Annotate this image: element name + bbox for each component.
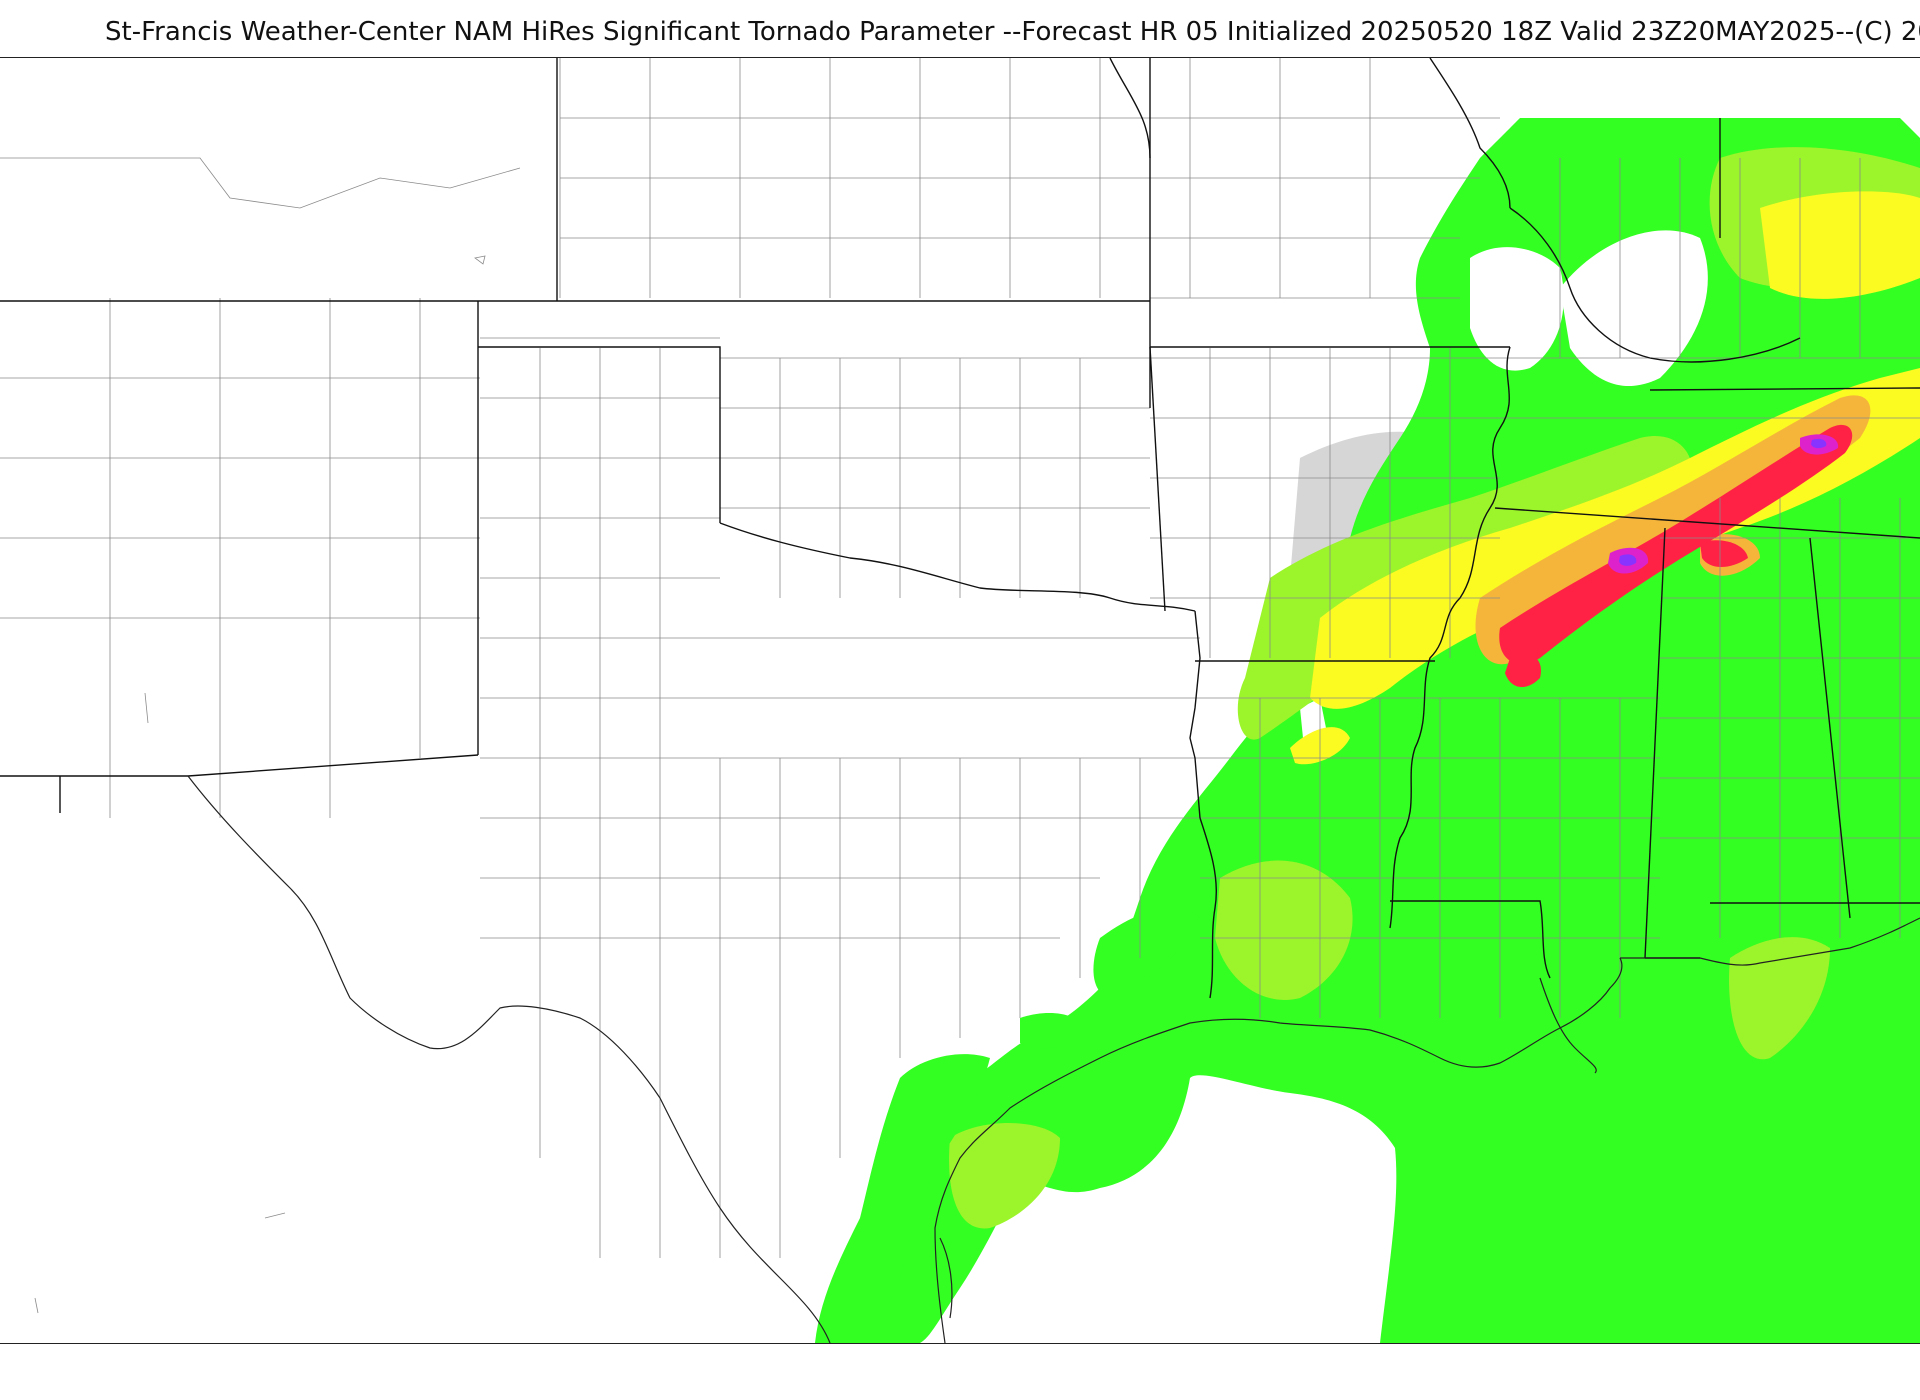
- stp-violet-peak-1: [1619, 554, 1637, 566]
- stp-yellow-north: [1760, 191, 1920, 299]
- stp-shading: [815, 118, 1920, 1343]
- map-frame: [0, 57, 1920, 1344]
- stp-lime-gulf-east: [1729, 937, 1830, 1060]
- stp-red-core: [1499, 424, 1853, 664]
- stp-green-texas-inland: [1093, 907, 1200, 998]
- stp-green-main: [819, 118, 1920, 1343]
- map-title: St-Francis Weather-Center NAM HiRes Sign…: [105, 17, 1920, 47]
- stp-clear-area-gulf: [1178, 1126, 1391, 1292]
- stp-green-texas-coast: [815, 1054, 990, 1343]
- stp-clear-area-1: [1470, 247, 1564, 371]
- stp-red-southwest: [1505, 654, 1541, 688]
- stp-lime-louisiana: [1215, 860, 1353, 1000]
- stp-violet-peak-2: [1811, 438, 1827, 449]
- small-water-features: [34, 255, 486, 1314]
- stp-map: [0, 58, 1920, 1343]
- stp-clear-area-2: [1560, 230, 1708, 387]
- stp-lime-gulf-west: [949, 1123, 1060, 1229]
- county-lines: [0, 58, 1920, 1258]
- state-lines: [0, 58, 1920, 999]
- stp-green-texas-north: [1020, 1013, 1090, 1049]
- stp-red-secondary: [1700, 540, 1748, 567]
- coastline: [187, 775, 1920, 1343]
